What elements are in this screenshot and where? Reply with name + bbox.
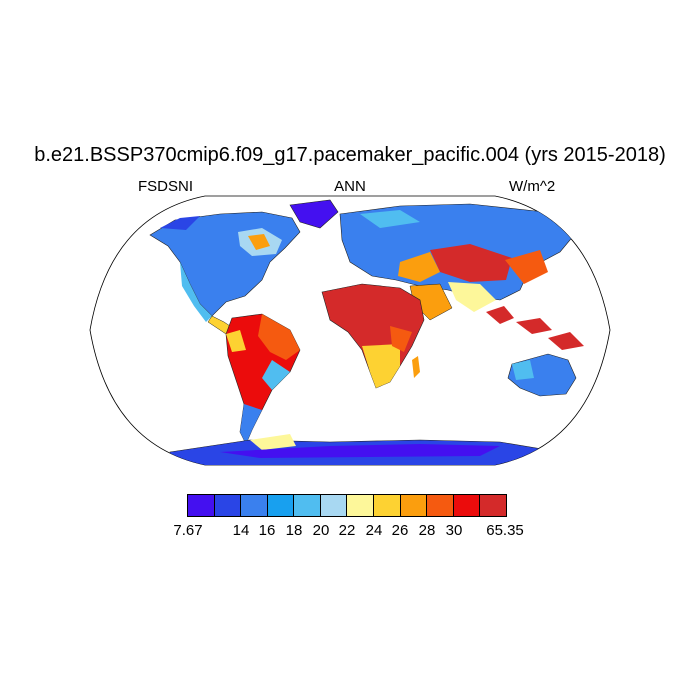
season-label: ANN [334, 178, 366, 195]
southeast-asia-islands [486, 306, 584, 350]
colorbar-bin [267, 495, 295, 516]
colorbar-bin [347, 495, 375, 516]
colorbar-bin [188, 495, 215, 516]
australia [507, 353, 577, 397]
colorbar-bin [294, 495, 321, 516]
figure-title: b.e21.BSSP370cmip6.f09_g17.pacemaker_pac… [34, 144, 666, 166]
units-label: W/m^2 [509, 178, 556, 195]
colorbar-bin [400, 495, 428, 516]
variable-label: FSDSNI [138, 178, 194, 195]
south-america [225, 313, 301, 445]
africa [321, 283, 425, 389]
antarctica [169, 434, 561, 465]
colorbar-bin [453, 495, 481, 516]
north-america [149, 211, 301, 339]
colorbar-bin [427, 495, 454, 516]
colorbar-bin [320, 495, 348, 516]
colorbar-bin [480, 495, 506, 516]
colorbar [187, 494, 507, 517]
colorbar-bin [214, 495, 242, 516]
eurasia [339, 203, 581, 312]
madagascar [412, 356, 420, 378]
greenland [289, 199, 339, 229]
colorbar-bin [374, 495, 401, 516]
colorbar-bin [241, 495, 268, 516]
